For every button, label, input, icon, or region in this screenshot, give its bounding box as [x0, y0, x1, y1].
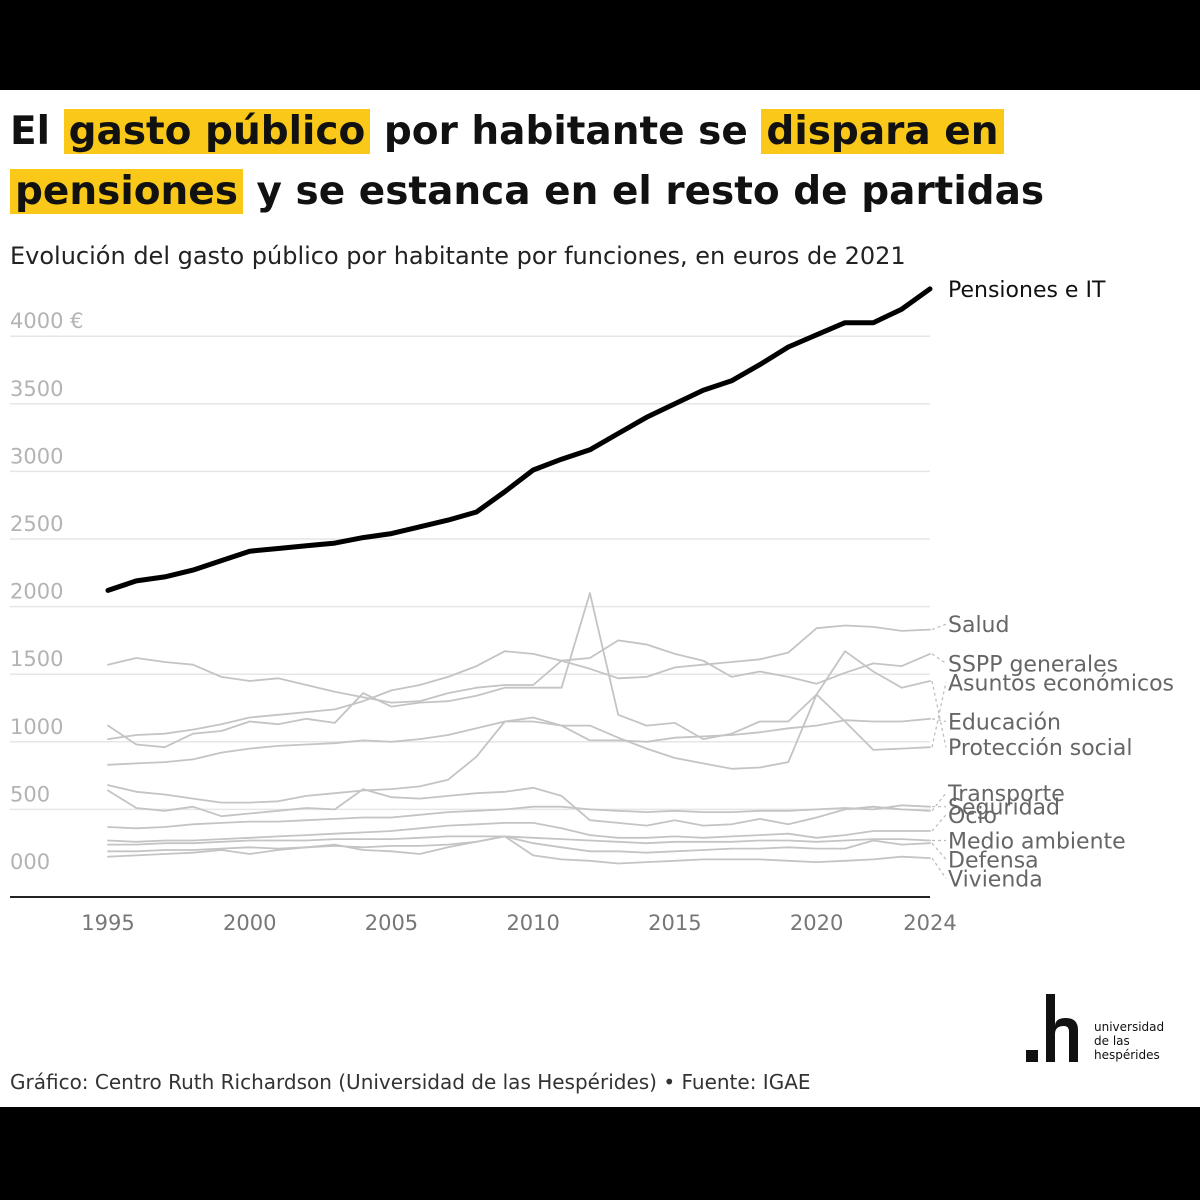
x-tick-label: 1995	[81, 911, 134, 935]
title-highlight: dispara en	[761, 109, 1004, 154]
x-axis-ticks: 1995 2000 2005 2010 2015 2020 2024	[81, 911, 956, 935]
series-line	[107, 804, 931, 830]
series-label: Protección social	[948, 736, 1133, 761]
line-chart: 000 500 1000 1500 2000 2500 3000 3500 4000 € 199…	[10, 278, 1174, 935]
y-tick-label: 1000	[10, 715, 63, 739]
x-tick-label: 2010	[506, 911, 559, 935]
logo-h-icon	[1026, 994, 1078, 1062]
chart-subtitle: Evolución del gasto público por habitant…	[10, 242, 906, 270]
label-connector	[931, 653, 947, 664]
grid-lines	[10, 335, 930, 811]
series-line	[107, 835, 931, 854]
source-footer: Gráfico: Centro Ruth Richardson (Univers…	[10, 1070, 811, 1094]
label-connector	[931, 842, 947, 860]
x-tick-label: 2020	[790, 911, 843, 935]
label-connector	[931, 682, 947, 748]
series-label: Vivienda	[948, 867, 1043, 892]
series-line	[107, 835, 931, 846]
x-tick-label: 2000	[223, 911, 276, 935]
series-labels: Pensiones e IT Salud SSPP generalesAsuntos…	[947, 278, 1174, 892]
label-connector	[931, 792, 947, 812]
label-connector	[931, 623, 947, 631]
series-line	[107, 639, 931, 704]
label-connector	[931, 814, 947, 832]
chart-card: El gasto público por habitante se dispar…	[0, 90, 1200, 1107]
series-label: Educación	[948, 711, 1061, 736]
series-label: Medio ambiente	[948, 829, 1126, 854]
title-text: El	[10, 109, 64, 154]
minor-series-lines	[107, 592, 931, 865]
series-line	[107, 717, 931, 766]
label-connector	[931, 857, 947, 879]
series-line	[107, 835, 931, 865]
university-logo: universidad de las hespérides	[1024, 992, 1184, 1072]
series-label: SSPP generales	[948, 652, 1118, 677]
y-tick-label: 3000	[10, 444, 63, 468]
y-tick-label: 3500	[10, 377, 63, 401]
series-label: Salud	[948, 613, 1009, 638]
title-highlight: pensiones	[10, 169, 243, 214]
series-label: Defensa	[948, 848, 1039, 873]
series-line	[107, 624, 931, 740]
x-tick-label: 2015	[648, 911, 701, 935]
y-tick-label: 1500	[10, 647, 63, 671]
series-line	[107, 650, 931, 804]
y-tick-label: 500	[10, 782, 50, 806]
title-highlight: gasto público	[63, 109, 371, 154]
logo-text: universidad de las hespérides	[1094, 1020, 1164, 1062]
y-axis-ticks: 000 500 1000 1500 2000 2500 3000 3500 4000 €	[10, 309, 83, 874]
page-title: El gasto público por habitante se dispar…	[10, 102, 1044, 222]
series-label: Seguridad	[948, 796, 1060, 821]
logo-line: universidad	[1094, 1020, 1165, 1034]
y-tick-label: 2000	[10, 580, 63, 604]
series-line	[105, 286, 933, 593]
series-label: Transporte	[947, 782, 1065, 807]
y-tick-label: 2500	[10, 512, 63, 536]
series-line	[107, 592, 931, 751]
label-connectors	[931, 623, 947, 879]
logo-line: de las	[1094, 1034, 1130, 1048]
title-text: y se estanca en el resto de partidas	[242, 169, 1045, 214]
title-text: por habitante se	[370, 109, 762, 154]
series-line	[107, 786, 931, 827]
x-tick-label: 2024	[903, 911, 956, 935]
x-tick-label: 2005	[365, 911, 418, 935]
label-connector	[931, 718, 947, 723]
series-line	[107, 822, 931, 843]
y-tick-label: 4000 €	[10, 309, 83, 333]
series-label: Ocio	[948, 804, 997, 829]
series-label: Pensiones e IT	[948, 278, 1106, 303]
y-tick-label: 000	[10, 850, 50, 874]
logo-line: hespérides	[1094, 1048, 1160, 1062]
series-label: Asuntos económicos	[948, 671, 1174, 696]
label-connector	[931, 680, 947, 748]
main-series-lines	[105, 286, 933, 593]
